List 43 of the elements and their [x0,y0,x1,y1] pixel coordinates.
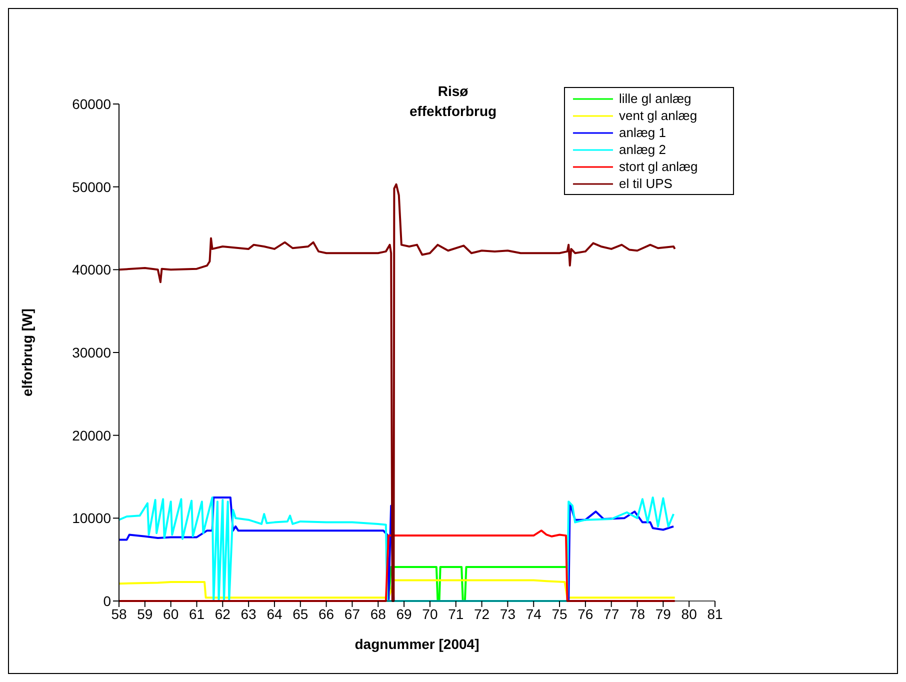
x-tick-label: 63 [240,606,257,622]
x-tick-label: 78 [629,606,646,622]
y-tick-label: 30000 [72,344,112,360]
y-tick-label: 10000 [72,510,112,526]
legend-label: el til UPS [619,176,672,191]
x-tick-label: 58 [111,606,127,622]
x-axis-title: dagnummer [2004] [354,636,480,652]
x-tick-label: 74 [526,606,542,622]
x-tick-label: 68 [370,606,386,622]
x-tick-label: 61 [188,606,205,622]
x-tick-label: 65 [292,606,308,622]
y-tick-label: 60000 [72,96,112,112]
x-tick-label: 70 [422,606,438,622]
legend-label: vent gl anlæg [619,108,698,123]
x-tick-label: 77 [604,606,620,622]
legend-label: anlæg 1 [619,125,666,140]
x-tick-label: 60 [163,606,179,622]
x-tick-label: 76 [578,606,594,622]
x-tick-label: 81 [707,606,723,622]
x-tick-label: 75 [552,606,568,622]
x-tick-label: 62 [214,606,231,622]
legend-label: anlæg 2 [619,142,666,157]
legend-label: lille gl anlæg [619,91,692,106]
x-tick-label: 79 [655,606,672,622]
line-series [118,579,676,599]
chart-title: Risø [438,83,468,99]
x-tick-label: 66 [318,606,334,622]
y-tick-label: 50000 [72,178,112,195]
y-tick-label: 40000 [72,262,112,278]
x-tick-label: 67 [344,606,360,622]
x-tick-label: 80 [681,606,698,622]
x-tick-label: 71 [448,606,464,622]
x-tick-label: 64 [266,606,282,622]
y-tick-label: 20000 [72,427,112,444]
x-tick-label: 72 [474,606,490,622]
x-tick-label: 69 [396,606,412,622]
y-tick-label: 0 [103,592,112,609]
x-tick-label: 59 [137,606,153,622]
legend-label: stort gl anlæg [619,159,698,174]
x-tick-label: 73 [500,606,516,622]
chart-subtitle: effektforbrug [409,103,497,119]
y-axis-title: elforbrug [W] [18,308,35,396]
line-series [118,530,676,602]
